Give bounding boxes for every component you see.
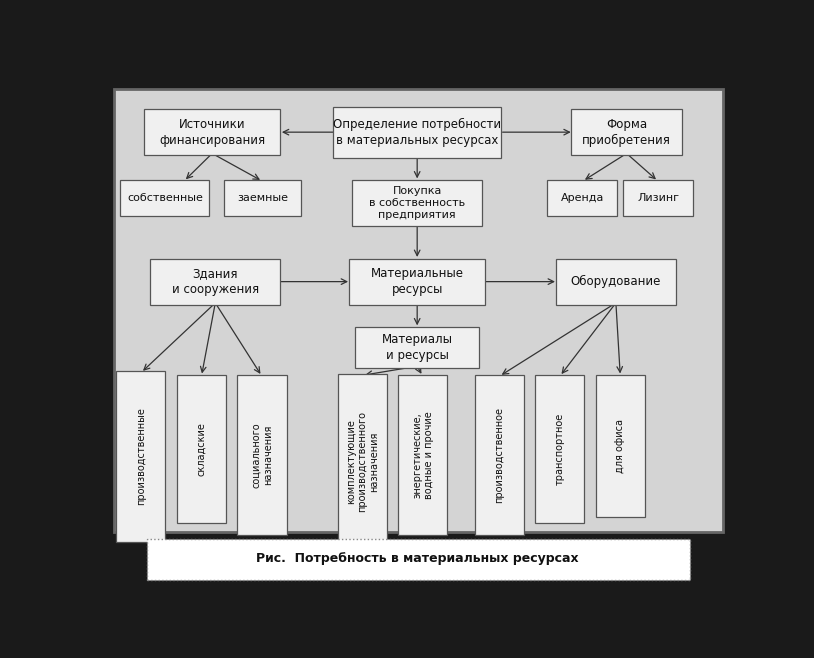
Text: Аренда: Аренда	[561, 193, 604, 203]
FancyBboxPatch shape	[151, 259, 280, 305]
Text: складские: складские	[196, 422, 207, 476]
FancyBboxPatch shape	[144, 109, 280, 155]
Text: Здания
и сооружения: Здания и сооружения	[172, 267, 259, 296]
FancyBboxPatch shape	[114, 89, 723, 532]
Text: Определение потребности
в материальных ресурсах: Определение потребности в материальных р…	[333, 118, 501, 147]
FancyBboxPatch shape	[475, 375, 523, 535]
Text: Материалы
и ресурсы: Материалы и ресурсы	[382, 333, 453, 362]
Text: заемные: заемные	[237, 193, 288, 203]
FancyBboxPatch shape	[147, 538, 690, 580]
Text: Источники
финансирования: Источники финансирования	[159, 118, 265, 147]
FancyBboxPatch shape	[333, 107, 501, 158]
Text: Покупка
в собственность
предприятия: Покупка в собственность предприятия	[369, 186, 466, 220]
Text: для офиса: для офиса	[615, 419, 625, 473]
FancyBboxPatch shape	[548, 180, 618, 216]
FancyBboxPatch shape	[120, 180, 209, 216]
Text: Форма
приобретения: Форма приобретения	[582, 118, 671, 147]
FancyBboxPatch shape	[225, 180, 301, 216]
Text: Рис.  Потребность в материальных ресурсах: Рис. Потребность в материальных ресурсах	[256, 552, 579, 565]
Text: собственные: собственные	[127, 193, 203, 203]
FancyBboxPatch shape	[535, 375, 584, 522]
Text: производственные: производственные	[136, 407, 146, 505]
Text: Оборудование: Оборудование	[571, 275, 661, 288]
FancyBboxPatch shape	[177, 375, 226, 522]
Text: Лизинг: Лизинг	[637, 193, 679, 203]
Text: производственное: производственное	[494, 407, 504, 503]
FancyBboxPatch shape	[398, 375, 448, 535]
FancyBboxPatch shape	[238, 375, 287, 535]
Text: энергетические,
водные и прочие: энергетические, водные и прочие	[412, 411, 434, 499]
FancyBboxPatch shape	[352, 180, 482, 226]
FancyBboxPatch shape	[356, 327, 479, 368]
FancyBboxPatch shape	[571, 109, 682, 155]
FancyBboxPatch shape	[624, 180, 694, 216]
FancyBboxPatch shape	[556, 259, 676, 305]
Text: транспортное: транспортное	[555, 413, 565, 485]
FancyBboxPatch shape	[349, 259, 485, 305]
FancyBboxPatch shape	[596, 375, 645, 517]
Text: Материальные
ресурсы: Материальные ресурсы	[370, 267, 464, 296]
Text: комплектующие
производственного
назначения: комплектующие производственного назначен…	[346, 411, 379, 512]
Text: социального
назначения: социального назначения	[252, 422, 273, 488]
FancyBboxPatch shape	[116, 371, 165, 542]
FancyBboxPatch shape	[338, 374, 387, 549]
